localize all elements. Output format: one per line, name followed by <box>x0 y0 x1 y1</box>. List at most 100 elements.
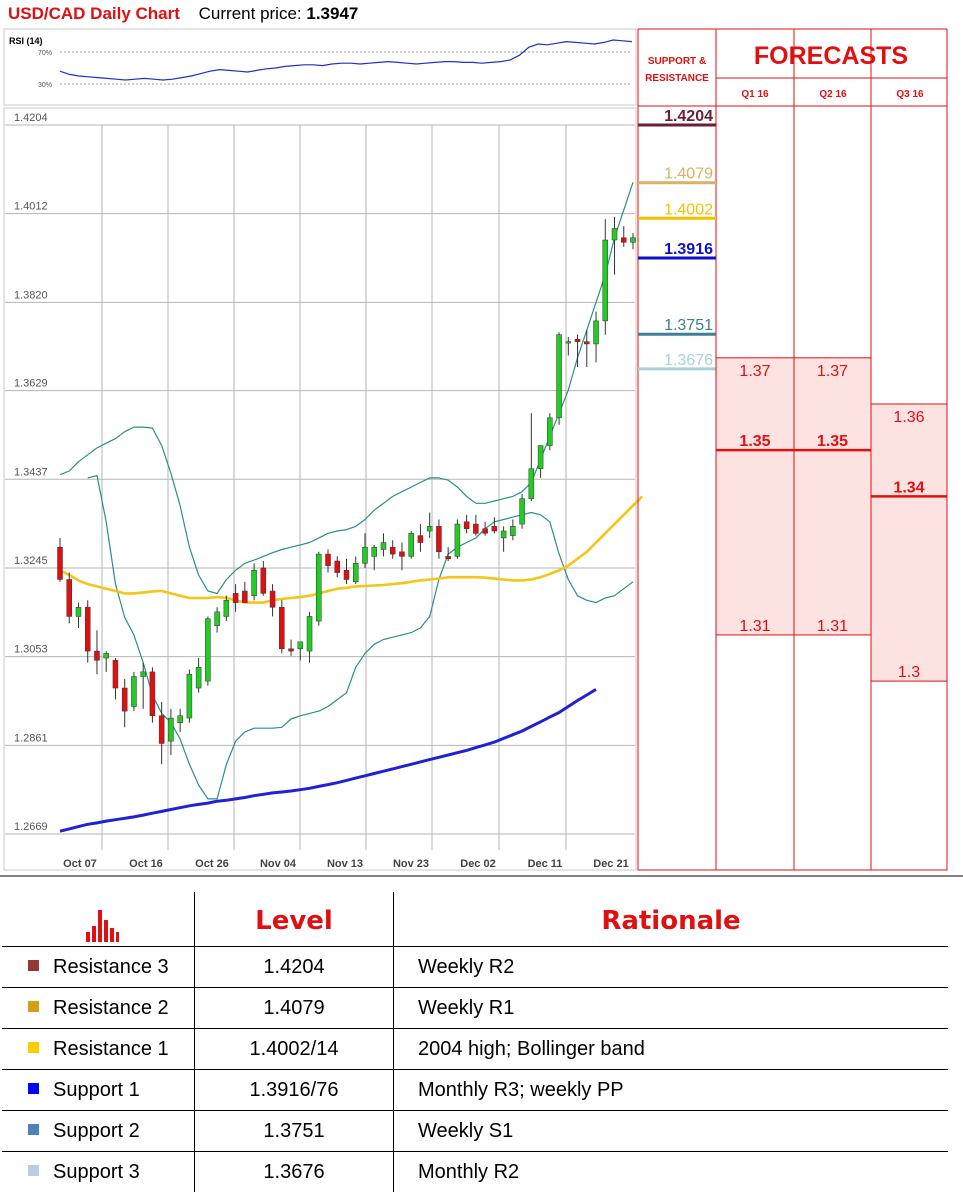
date-axis-label: Dec 11 <box>528 858 563 870</box>
candle-body <box>491 526 498 532</box>
candle-body <box>223 600 230 617</box>
level-name: Resistance 3 <box>53 956 169 978</box>
date-axis-label: Nov 23 <box>393 858 429 870</box>
candle-body <box>547 417 553 446</box>
level-header: Level <box>195 892 394 946</box>
date-axis-label: Nov 04 <box>260 858 297 870</box>
level-rationale: Monthly R2 <box>418 1161 520 1183</box>
table-row: Support 3 1.3676 Monthly R2 <box>2 1152 948 1192</box>
level-rationale: Weekly R2 <box>418 956 515 978</box>
sr-level-label: 1.3916 <box>664 241 713 258</box>
date-axis-label: Oct 07 <box>63 858 97 870</box>
candle-body <box>500 530 507 539</box>
candle-body <box>417 535 424 543</box>
candle-body <box>362 546 368 564</box>
series-line <box>59 495 644 604</box>
level-name-cell: Resistance 2 <box>2 988 195 1028</box>
candle-body <box>158 715 165 744</box>
rsi-line <box>59 39 633 81</box>
candle-body <box>408 533 414 557</box>
candle-body <box>121 687 128 712</box>
quarter-label: Q1 16 <box>741 89 769 100</box>
series-line <box>59 688 597 833</box>
level-name-cell: Resistance 1 <box>2 1029 195 1069</box>
level-rationale: 2004 high; Bollinger band <box>418 1038 645 1060</box>
level-name: Resistance 2 <box>53 997 169 1019</box>
rsi-frame <box>3 28 637 106</box>
main-plot-frame <box>3 107 637 871</box>
level-value: 1.4002/14 <box>195 1029 394 1069</box>
candle-body <box>352 563 359 583</box>
support-resistance-title: RESISTANCE <box>645 73 709 84</box>
candle-body <box>593 320 599 345</box>
candle-body <box>269 590 276 608</box>
price-axis-label: 1.3820 <box>14 289 48 301</box>
forecast-high-label: 1.37 <box>739 363 770 380</box>
forecast-range-box <box>870 403 948 682</box>
forecasts-title: FORECASTS <box>754 42 908 70</box>
candle-body <box>195 667 202 689</box>
support-resistance-title: SUPPORT & <box>648 56 706 67</box>
color-swatch <box>28 1083 39 1095</box>
candle-body <box>565 341 572 344</box>
candle-body <box>399 551 405 557</box>
forecast-high-label: 1.37 <box>817 363 848 380</box>
level-name: Resistance 1 <box>53 1038 169 1060</box>
candle-body <box>177 715 183 723</box>
price-axis-label: 1.4204 <box>14 112 48 124</box>
level-rationale: Weekly R1 <box>418 997 515 1019</box>
candle-body <box>84 606 91 652</box>
candle-body <box>574 339 581 342</box>
forecast-range-box <box>793 357 872 636</box>
price-axis-label: 1.3053 <box>14 644 48 656</box>
candle-body <box>242 590 248 603</box>
candle-body <box>186 673 193 719</box>
candle-body <box>140 671 146 677</box>
candle-body <box>232 593 239 603</box>
price-axis-label: 1.3629 <box>14 378 48 390</box>
candle-body <box>131 676 137 707</box>
candle-body <box>279 606 285 650</box>
candle-body <box>112 660 119 689</box>
candle-body <box>260 567 267 594</box>
sr-level-label: 1.4079 <box>664 166 713 183</box>
price-axis-label: 1.2861 <box>14 732 48 744</box>
candle-body <box>214 611 220 626</box>
table-row: Resistance 1 1.4002/14 2004 high; Bollinge… <box>2 1029 948 1070</box>
candle-body <box>537 445 544 469</box>
candle-body <box>306 616 313 652</box>
table-row: Support 2 1.3751 Weekly S1 <box>2 1111 948 1152</box>
candle-body <box>205 618 211 682</box>
level-name-cell: Support 1 <box>2 1070 195 1110</box>
price-axis-label: 1.3245 <box>14 555 48 567</box>
candle-body <box>463 521 470 529</box>
candle-body <box>621 237 627 243</box>
table-row: Support 1 1.3916/76 Monthly R3; weekly PP <box>2 1070 948 1111</box>
quarter-label: Q2 16 <box>819 89 847 100</box>
candle-body <box>66 579 72 617</box>
forecast-mid-label: 1.35 <box>739 433 770 450</box>
level-name: Support 3 <box>53 1161 140 1183</box>
level-value: 1.4079 <box>195 988 394 1028</box>
forecast-mid-label: 1.34 <box>893 479 924 496</box>
candle-body <box>611 228 618 241</box>
sr-level-label: 1.3751 <box>664 317 713 334</box>
candle-body <box>168 717 174 742</box>
candle-body <box>556 334 562 419</box>
forecast-mid-label: 1.35 <box>817 433 848 450</box>
candle-body <box>57 546 63 580</box>
rsi-30-label: 30% <box>38 82 52 89</box>
candle-body <box>482 528 488 534</box>
rsi-label: RSI (14) <box>9 36 43 46</box>
candle-body <box>389 546 396 555</box>
candle-body <box>584 341 590 345</box>
candle-body <box>334 560 341 573</box>
price-axis-label: 1.2669 <box>14 821 48 833</box>
sr-level-label: 1.4204 <box>664 108 713 125</box>
candle-body <box>325 553 331 566</box>
candle-body <box>510 526 516 536</box>
forecast-low-label: 1.3 <box>898 664 920 681</box>
candle-body <box>251 570 257 596</box>
candle-body <box>436 526 442 553</box>
sr-level-label: 1.3676 <box>664 352 713 369</box>
